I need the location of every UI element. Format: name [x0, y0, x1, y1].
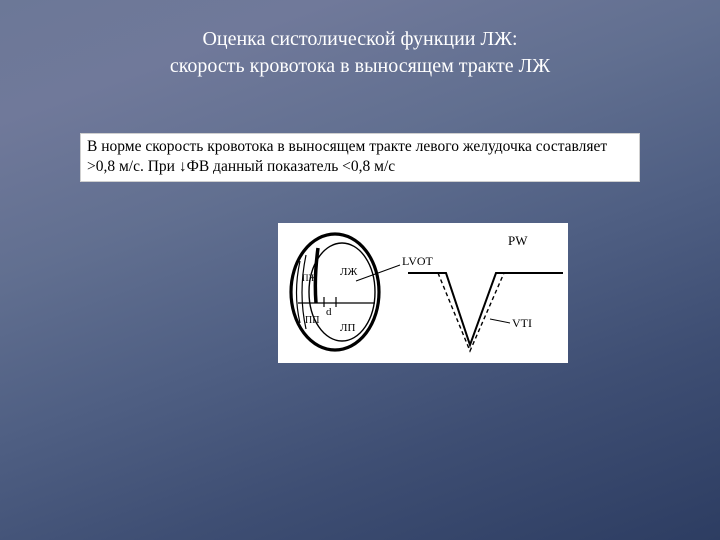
- doppler-waveform: PW LVOT VTI: [402, 233, 563, 351]
- lvot-diagram: ЛЖ ЛП ПЖ ПП d PW LVOT VTI: [278, 223, 568, 363]
- slide-root: Оценка систолической функции ЛЖ: скорост…: [0, 0, 720, 540]
- norm-text-box: В норме скорость кровотока в выносящем т…: [80, 133, 640, 182]
- title-line-1: Оценка систолической функции ЛЖ:: [202, 28, 517, 50]
- label-pzh: ПЖ: [302, 273, 317, 283]
- slide-title: Оценка систолической функции ЛЖ: скорост…: [0, 26, 720, 80]
- label-lp: ЛП: [340, 322, 355, 334]
- label-lvot: LVOT: [402, 254, 434, 268]
- label-pw: PW: [508, 233, 528, 248]
- label-lzh: ЛЖ: [340, 266, 357, 278]
- label-pp: ПП: [305, 315, 319, 326]
- label-d: d: [326, 306, 332, 318]
- title-line-2: скорость кровотока в выносящем тракте ЛЖ: [170, 55, 550, 77]
- label-vti: VTI: [512, 316, 532, 330]
- heart-schematic: ЛЖ ЛП ПЖ ПП d: [291, 234, 400, 350]
- norm-text: В норме скорость кровотока в выносящем т…: [87, 138, 607, 175]
